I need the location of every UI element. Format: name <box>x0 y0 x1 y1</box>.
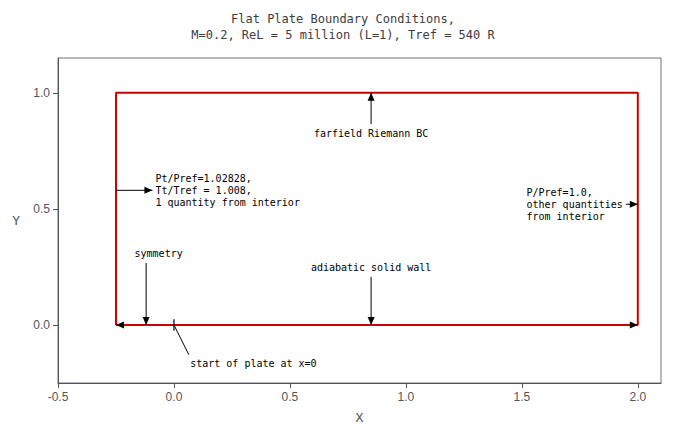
svg-text:Flat Plate Boundary Conditions: Flat Plate Boundary Conditions, <box>231 12 455 26</box>
svg-text:adiabatic solid wall: adiabatic solid wall <box>311 262 431 273</box>
svg-text:Tt/Tref = 1.008,: Tt/Tref = 1.008, <box>155 185 251 196</box>
svg-text:start of plate at x=0: start of plate at x=0 <box>190 358 316 369</box>
svg-text:X: X <box>356 410 364 425</box>
svg-text:1.0: 1.0 <box>33 86 50 100</box>
svg-text:0.5: 0.5 <box>282 390 299 404</box>
svg-text:Y: Y <box>12 213 20 228</box>
svg-text:2.0: 2.0 <box>629 390 646 404</box>
svg-text:0.5: 0.5 <box>33 202 50 216</box>
svg-text:from interior: from interior <box>526 211 604 222</box>
svg-text:1.5: 1.5 <box>514 390 531 404</box>
svg-text:other quantities: other quantities <box>526 199 622 210</box>
svg-text:0.0: 0.0 <box>33 318 50 332</box>
svg-text:P/Pref=1.0,: P/Pref=1.0, <box>526 187 592 198</box>
svg-text:1 quantity from interior: 1 quantity from interior <box>155 197 300 208</box>
svg-text:-0.5: -0.5 <box>48 390 69 404</box>
svg-text:farfield Riemann BC: farfield Riemann BC <box>314 128 428 139</box>
svg-text:0.0: 0.0 <box>166 390 183 404</box>
svg-text:Pt/Pref=1.02828,: Pt/Pref=1.02828, <box>155 173 251 184</box>
svg-text:1.0: 1.0 <box>398 390 415 404</box>
svg-text:M=0.2, ReL = 5 million (L=1),: M=0.2, ReL = 5 million (L=1), Tref = 540… <box>191 28 495 42</box>
svg-text:symmetry: symmetry <box>135 248 183 259</box>
